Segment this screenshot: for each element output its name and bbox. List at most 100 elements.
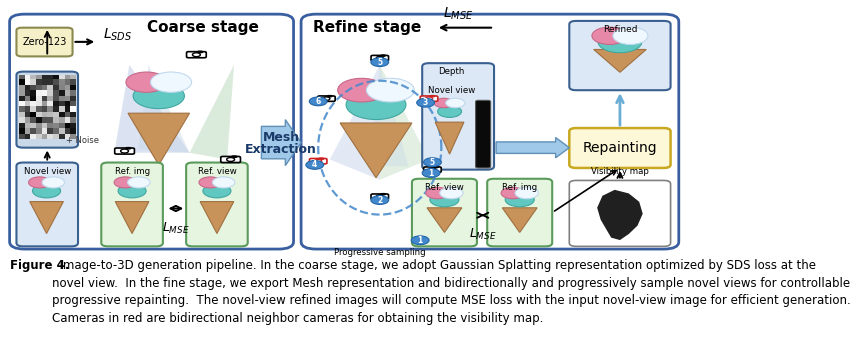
Circle shape bbox=[323, 97, 330, 100]
Text: Visibility map: Visibility map bbox=[591, 168, 649, 176]
Polygon shape bbox=[200, 202, 234, 234]
Circle shape bbox=[613, 27, 648, 44]
Text: 6: 6 bbox=[316, 97, 321, 106]
Text: Mesh: Mesh bbox=[263, 131, 300, 144]
FancyBboxPatch shape bbox=[187, 52, 206, 58]
Text: Coarse stage: Coarse stage bbox=[147, 20, 260, 35]
FancyBboxPatch shape bbox=[569, 181, 670, 246]
Text: Refined: Refined bbox=[603, 25, 638, 34]
FancyBboxPatch shape bbox=[101, 162, 163, 246]
FancyBboxPatch shape bbox=[569, 21, 670, 90]
Circle shape bbox=[199, 177, 221, 188]
FancyBboxPatch shape bbox=[430, 96, 434, 97]
Circle shape bbox=[120, 149, 129, 153]
Polygon shape bbox=[593, 50, 646, 72]
FancyBboxPatch shape bbox=[197, 51, 202, 53]
FancyBboxPatch shape bbox=[16, 28, 73, 56]
Text: Novel view: Novel view bbox=[23, 166, 71, 175]
Circle shape bbox=[346, 90, 406, 119]
Circle shape bbox=[29, 86, 51, 97]
Circle shape bbox=[501, 187, 524, 199]
Text: 1: 1 bbox=[428, 169, 433, 178]
Circle shape bbox=[430, 192, 459, 207]
Circle shape bbox=[33, 184, 61, 198]
FancyBboxPatch shape bbox=[186, 162, 247, 246]
FancyBboxPatch shape bbox=[422, 63, 494, 170]
Circle shape bbox=[213, 177, 235, 188]
FancyBboxPatch shape bbox=[487, 179, 552, 246]
FancyBboxPatch shape bbox=[232, 156, 237, 157]
FancyBboxPatch shape bbox=[115, 148, 134, 154]
Text: $\mathit{L}_{MSE}$: $\mathit{L}_{MSE}$ bbox=[470, 226, 497, 241]
Circle shape bbox=[203, 184, 231, 198]
Polygon shape bbox=[497, 138, 569, 158]
Polygon shape bbox=[371, 65, 408, 166]
Circle shape bbox=[118, 184, 146, 198]
FancyBboxPatch shape bbox=[412, 179, 477, 246]
Text: Repainting: Repainting bbox=[583, 141, 657, 155]
Text: Zero-123: Zero-123 bbox=[22, 37, 67, 47]
FancyBboxPatch shape bbox=[319, 158, 324, 159]
Polygon shape bbox=[128, 113, 189, 165]
Text: Progressive sampling: Progressive sampling bbox=[334, 248, 426, 257]
Text: Extraction: Extraction bbox=[246, 143, 317, 156]
Circle shape bbox=[306, 161, 324, 169]
Text: 5: 5 bbox=[377, 58, 382, 67]
Polygon shape bbox=[115, 202, 149, 234]
Circle shape bbox=[367, 78, 414, 102]
Text: Novel view: Novel view bbox=[427, 86, 475, 95]
Text: 2: 2 bbox=[377, 195, 382, 205]
Circle shape bbox=[133, 83, 184, 109]
Text: Ref. view: Ref. view bbox=[425, 183, 464, 192]
Text: Ref. img: Ref. img bbox=[114, 166, 150, 175]
FancyBboxPatch shape bbox=[433, 166, 438, 168]
FancyBboxPatch shape bbox=[310, 159, 327, 164]
Circle shape bbox=[337, 78, 386, 102]
Text: + Noise: + Noise bbox=[66, 137, 99, 146]
Circle shape bbox=[515, 187, 538, 199]
Circle shape bbox=[424, 158, 441, 166]
Text: $\mathit{L}_{SDS}$: $\mathit{L}_{SDS}$ bbox=[103, 26, 131, 43]
Circle shape bbox=[376, 56, 383, 60]
Text: 1: 1 bbox=[418, 236, 423, 245]
Circle shape bbox=[438, 106, 462, 117]
FancyBboxPatch shape bbox=[476, 100, 490, 168]
Circle shape bbox=[371, 58, 388, 66]
Text: 3: 3 bbox=[423, 98, 428, 107]
Circle shape bbox=[505, 192, 535, 207]
Polygon shape bbox=[427, 208, 462, 233]
Circle shape bbox=[310, 97, 327, 106]
Circle shape bbox=[42, 177, 65, 188]
Polygon shape bbox=[29, 108, 63, 136]
Polygon shape bbox=[340, 123, 412, 178]
Circle shape bbox=[29, 177, 51, 188]
Polygon shape bbox=[114, 65, 189, 153]
FancyBboxPatch shape bbox=[381, 194, 385, 195]
FancyBboxPatch shape bbox=[371, 194, 388, 200]
FancyBboxPatch shape bbox=[317, 96, 335, 101]
FancyBboxPatch shape bbox=[371, 55, 388, 61]
Text: 5: 5 bbox=[430, 158, 435, 167]
Polygon shape bbox=[435, 122, 464, 154]
Polygon shape bbox=[138, 65, 189, 153]
Circle shape bbox=[151, 72, 192, 92]
Circle shape bbox=[426, 187, 449, 199]
Polygon shape bbox=[503, 208, 537, 233]
Text: $\mathit{L}_{MSE}$: $\mathit{L}_{MSE}$ bbox=[162, 221, 189, 236]
Circle shape bbox=[192, 53, 201, 57]
FancyBboxPatch shape bbox=[420, 96, 438, 101]
FancyBboxPatch shape bbox=[16, 72, 78, 148]
Text: Figure 4.: Figure 4. bbox=[10, 259, 69, 272]
Polygon shape bbox=[261, 120, 301, 165]
Circle shape bbox=[411, 236, 429, 245]
FancyBboxPatch shape bbox=[16, 162, 78, 246]
Text: Ref. img: Ref. img bbox=[503, 183, 537, 192]
FancyBboxPatch shape bbox=[221, 157, 240, 162]
FancyBboxPatch shape bbox=[125, 148, 131, 149]
Circle shape bbox=[114, 177, 137, 188]
Circle shape bbox=[434, 98, 453, 108]
Circle shape bbox=[376, 195, 383, 198]
Circle shape bbox=[439, 187, 463, 199]
Circle shape bbox=[422, 169, 440, 178]
Text: 4: 4 bbox=[312, 160, 317, 169]
